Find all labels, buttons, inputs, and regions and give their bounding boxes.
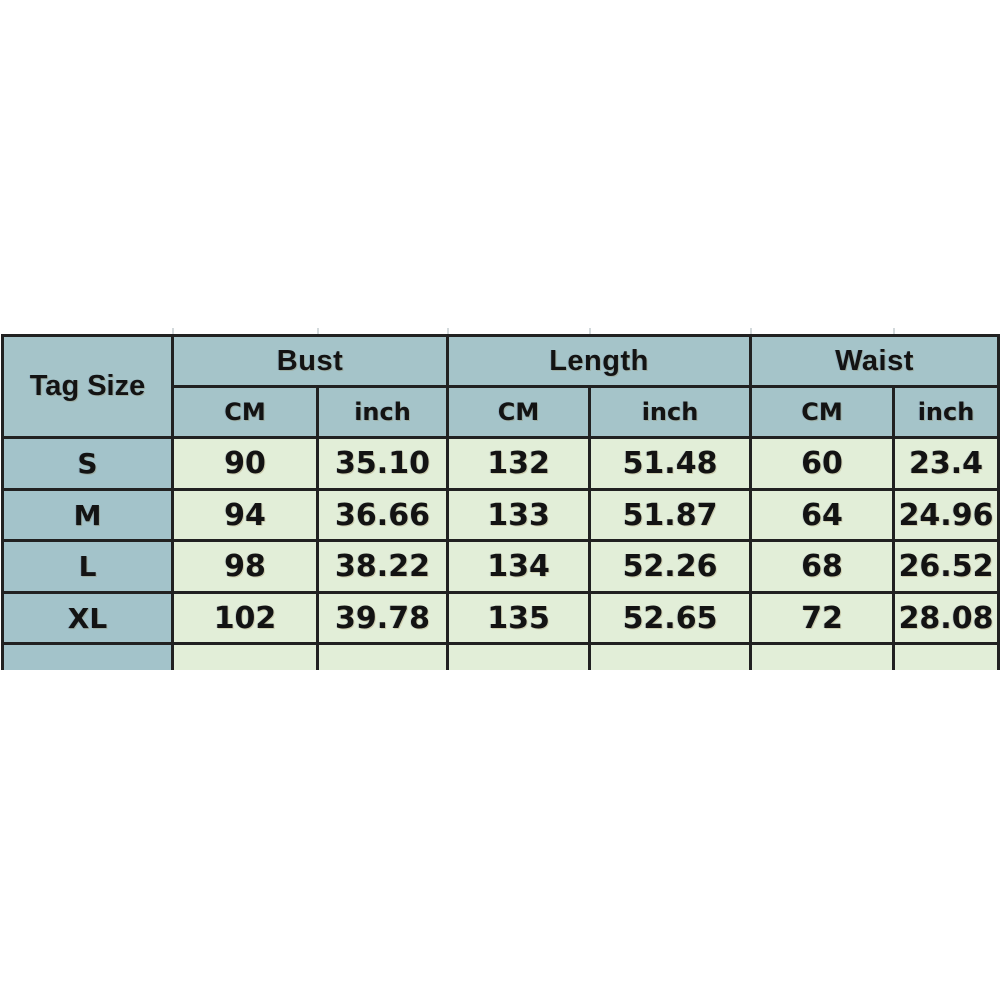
size-label: M — [1, 488, 174, 542]
crop-artifact-tick — [893, 328, 895, 334]
length-header: Length — [446, 334, 753, 388]
crop-artifact-tick — [317, 328, 319, 334]
unit-header-row: CM inch CM inch CM inch — [3, 385, 1001, 439]
cell-value: 51.48 — [588, 436, 753, 491]
length-inch-header: inch — [588, 385, 753, 439]
cell-value: 36.66 — [315, 488, 450, 542]
cell-value: 72 — [749, 591, 896, 645]
bust-header: Bust — [170, 334, 450, 388]
cell-value: 134 — [446, 539, 592, 594]
cell-value: 51.87 — [588, 488, 753, 542]
cell-value: 24.96 — [892, 488, 1001, 542]
size-label: L — [1, 539, 174, 594]
waist-header: Waist — [749, 334, 1001, 388]
cell-value: 39.78 — [315, 591, 450, 645]
size-chart-table: Tag Size Bust Length Waist CM inch CM in… — [1, 334, 1001, 670]
cell-value: 35.10 — [315, 436, 450, 491]
bust-cm-header: CM — [171, 385, 319, 439]
table-row-xl: XL 102 39.78 135 52.65 72 28.08 — [1, 591, 1001, 645]
bust-inch-header: inch — [315, 385, 450, 439]
cell-value: 132 — [446, 436, 592, 491]
crop-artifact-tick — [172, 328, 174, 334]
cell-value: 94 — [171, 488, 319, 542]
cell-value: 38.22 — [315, 539, 450, 594]
cell-value: 26.52 — [892, 539, 1001, 594]
cell-value: 102 — [171, 591, 319, 645]
cell-value: 135 — [446, 591, 592, 645]
cell-value: 68 — [749, 539, 896, 594]
tag-size-header: Tag Size — [1, 334, 174, 439]
cell-value: 52.65 — [588, 591, 753, 645]
cell-value: 133 — [446, 488, 592, 542]
size-label: S — [1, 436, 174, 491]
cell-value: 52.26 — [588, 539, 753, 594]
table-row-s: S 90 35.10 132 51.48 60 23.4 — [1, 436, 1001, 491]
crop-artifact-tick — [447, 328, 449, 334]
length-cm-header: CM — [446, 385, 592, 439]
crop-artifact-tick — [750, 328, 752, 334]
cell-value: 98 — [171, 539, 319, 594]
group-header-row: Tag Size Bust Length Waist — [1, 334, 1001, 439]
cell-value: 23.4 — [892, 436, 1001, 491]
cropped-row-sliver — [1, 642, 1001, 670]
waist-inch-header: inch — [892, 385, 1001, 439]
size-chart-table-container: Tag Size Bust Length Waist CM inch CM in… — [1, 334, 1001, 670]
size-label: XL — [1, 591, 174, 645]
cell-value: 28.08 — [892, 591, 1001, 645]
table-row-l: L 98 38.22 134 52.26 68 26.52 — [1, 539, 1001, 594]
table-row-m: M 94 36.66 133 51.87 64 24.96 — [1, 488, 1001, 542]
cell-value: 90 — [171, 436, 319, 491]
cell-value: 60 — [749, 436, 896, 491]
cell-value: 64 — [749, 488, 896, 542]
crop-artifact-tick — [589, 328, 591, 334]
waist-cm-header: CM — [749, 385, 896, 439]
